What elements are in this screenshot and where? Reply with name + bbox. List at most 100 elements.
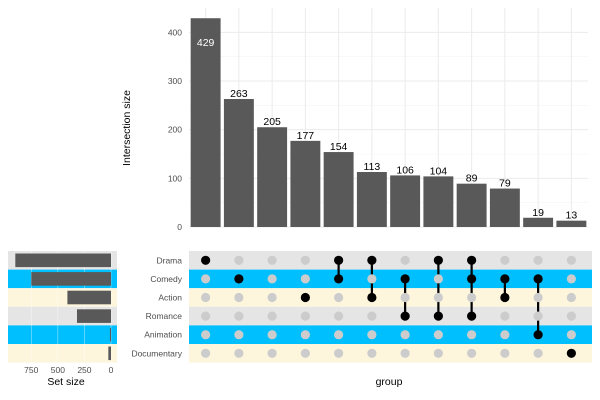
matrix-dot-inactive xyxy=(267,292,277,303)
matrix-row-band xyxy=(189,325,592,344)
bar-value-label: 263 xyxy=(230,88,248,100)
bar-value-label: 205 xyxy=(263,116,281,128)
matrix-dot-inactive xyxy=(334,330,344,340)
set-name-label: Documentary xyxy=(131,348,182,358)
matrix-dot-inactive xyxy=(201,274,211,284)
matrix-dot-active xyxy=(533,330,543,340)
set-size-tick-label: 500 xyxy=(51,365,65,375)
set-size-bar xyxy=(76,309,111,323)
matrix-dot-inactive xyxy=(300,348,310,358)
matrix-dot-inactive xyxy=(267,311,277,321)
matrix-dot-inactive xyxy=(201,348,211,358)
set-size-bar xyxy=(67,290,111,305)
matrix-dot-inactive xyxy=(300,274,310,284)
matrix-dot-inactive xyxy=(500,330,510,340)
matrix-dot-inactive xyxy=(300,255,310,265)
bar-value-label: 106 xyxy=(396,164,414,176)
matrix-dot-inactive xyxy=(367,330,377,340)
matrix-dot-active xyxy=(334,274,344,284)
matrix-row-band xyxy=(189,269,592,289)
intersection-bar xyxy=(356,172,387,227)
matrix-dot-inactive xyxy=(300,311,310,321)
matrix-dot-inactive xyxy=(433,292,443,303)
y-tick-label: 100 xyxy=(168,173,182,183)
matrix-dot-inactive xyxy=(400,292,410,303)
matrix-dot-active xyxy=(433,311,443,321)
matrix-dot-inactive xyxy=(300,330,310,340)
matrix-dot-inactive xyxy=(234,348,244,358)
matrix-row-band xyxy=(189,344,592,363)
y-tick-label: 200 xyxy=(168,125,182,135)
matrix-dot-inactive xyxy=(533,292,543,303)
matrix-dot-inactive xyxy=(334,292,344,303)
set-size-axis-title: Set size xyxy=(47,376,85,388)
matrix-dot-active xyxy=(367,292,377,303)
set-name-label: Drama xyxy=(156,255,182,265)
matrix-dot-inactive xyxy=(533,311,543,321)
set-size-row-band xyxy=(8,325,117,344)
matrix-dot-active xyxy=(467,274,477,284)
intersection-bar xyxy=(456,183,487,227)
matrix-dot-inactive xyxy=(267,330,277,340)
intersection-bar xyxy=(523,217,554,227)
intersection-bar xyxy=(223,99,254,227)
matrix-dot-inactive xyxy=(267,255,277,265)
matrix-dot-inactive xyxy=(566,311,576,321)
matrix-dot-active xyxy=(433,255,443,265)
matrix-dot-inactive xyxy=(334,348,344,358)
matrix-dot-inactive xyxy=(201,311,211,321)
matrix-dot-inactive xyxy=(367,348,377,358)
bar-value-label: 13 xyxy=(566,210,578,222)
matrix-dot-active xyxy=(533,274,543,284)
bar-value-label: 113 xyxy=(364,161,381,173)
matrix-dot-inactive xyxy=(367,274,377,284)
y-tick-label: 300 xyxy=(168,76,182,86)
x-axis-title: group xyxy=(376,376,403,388)
matrix-dot-inactive xyxy=(500,255,510,265)
intersection-bar xyxy=(556,220,587,227)
matrix-dot-active xyxy=(400,311,410,321)
matrix-dot-inactive xyxy=(467,348,477,358)
matrix-dot-inactive xyxy=(234,330,244,340)
bar-value-label: 79 xyxy=(499,178,511,190)
matrix-dot-inactive xyxy=(467,330,477,340)
set-size-bar xyxy=(109,327,111,342)
matrix-dot-inactive xyxy=(367,311,377,321)
intersection-bar xyxy=(489,188,520,227)
matrix-dot-inactive xyxy=(400,348,410,358)
intersection-bar xyxy=(257,127,288,227)
set-size-bar xyxy=(31,272,112,286)
set-name-label: Comedy xyxy=(150,274,182,284)
bar-value-label: 19 xyxy=(532,207,544,219)
set-size-row-band xyxy=(8,344,117,363)
intersection-bar xyxy=(190,18,221,227)
matrix-dot-inactive xyxy=(566,292,576,303)
matrix-dot-active xyxy=(566,348,576,358)
set-size-tick-label: 0 xyxy=(109,365,114,375)
matrix-dot-inactive xyxy=(500,311,510,321)
set-name-label: Animation xyxy=(144,330,182,340)
matrix-dot-inactive xyxy=(533,348,543,358)
matrix-dot-inactive xyxy=(433,348,443,358)
intersection-bar xyxy=(423,176,454,227)
matrix-row-band xyxy=(189,306,592,326)
matrix-row-band xyxy=(189,288,592,307)
bar-value-label: 154 xyxy=(330,141,348,153)
bar-value-label: 89 xyxy=(466,173,478,185)
matrix-dot-active xyxy=(234,274,244,284)
matrix-dot-inactive xyxy=(533,255,543,265)
matrix-dot-inactive xyxy=(334,311,344,321)
matrix-dot-active xyxy=(400,274,410,284)
intersection-bar xyxy=(390,175,421,227)
y-axis-title: Intersection size xyxy=(121,90,133,166)
matrix-dot-inactive xyxy=(433,274,443,284)
matrix-dot-active xyxy=(500,274,510,284)
set-size-tick-label: 750 xyxy=(24,365,38,375)
set-name-label: Romance xyxy=(146,311,183,321)
matrix-dot-inactive xyxy=(234,255,244,265)
matrix-dot-inactive xyxy=(234,292,244,303)
matrix-dot-inactive xyxy=(267,274,277,284)
matrix-dot-active xyxy=(300,292,310,303)
bar-value-label: 177 xyxy=(297,130,315,142)
